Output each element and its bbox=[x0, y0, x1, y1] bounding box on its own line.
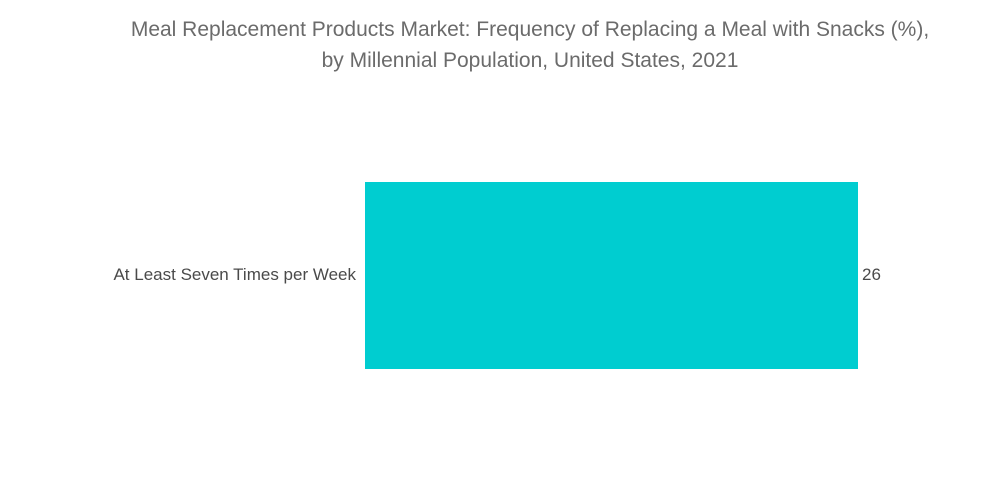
category-label: At Least Seven Times per Week bbox=[113, 265, 356, 284]
chart-title-line-2: by Millennial Population, United States,… bbox=[321, 49, 739, 72]
chart-title: Meal Replacement Products Market: Freque… bbox=[60, 14, 1000, 76]
bar bbox=[365, 182, 858, 369]
plot-area: At Least Seven Times per Week 26 bbox=[113, 182, 881, 369]
data-label: 26 bbox=[862, 265, 881, 284]
chart-title-line-1: Meal Replacement Products Market: Freque… bbox=[130, 18, 930, 41]
